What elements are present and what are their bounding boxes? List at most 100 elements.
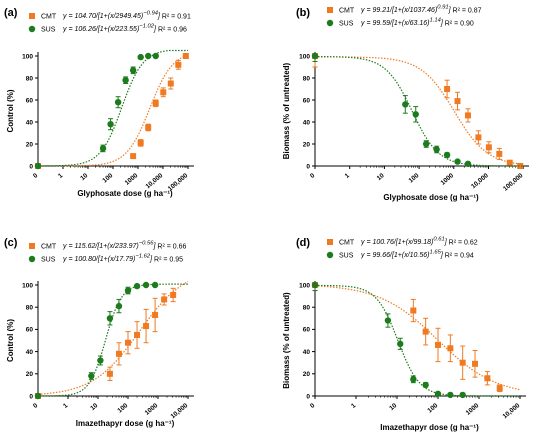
- data-point: [397, 340, 404, 348]
- legend-equation-text: y = 99.21/[1+(x/1037.46)0.91] R² = 0.87: [361, 5, 482, 15]
- panel-letter: (c): [4, 237, 18, 249]
- fit-curve: [315, 284, 520, 397]
- y-tick-label: 0: [29, 393, 33, 400]
- legend-name: SUS: [339, 253, 354, 260]
- data-point: [106, 315, 114, 322]
- data-point: [152, 311, 159, 318]
- data-point: [422, 381, 429, 389]
- data-point: [170, 291, 177, 298]
- x-tick-label: 10: [79, 172, 89, 182]
- panel-letter: (a): [4, 7, 18, 19]
- legend-name: CMT: [41, 244, 57, 251]
- series-cmt: CMT y = 100.76/[1+(x/99.18)0.61] R² = 0.6…: [312, 237, 521, 393]
- data-point: [447, 391, 454, 399]
- data-point: [137, 53, 144, 61]
- y-tick-label: 80: [303, 75, 311, 82]
- x-axis-title: Glyphosate dose (g ha⁻¹): [383, 193, 479, 202]
- data-point: [402, 101, 409, 108]
- y-tick-label: 100: [299, 282, 310, 289]
- legend-marker: [29, 243, 35, 249]
- data-point: [506, 159, 513, 166]
- data-point: [384, 317, 392, 324]
- series-sus: SUS y = 100.80/[1+(x/17.79)−1.62] R² = 0.…: [28, 254, 188, 400]
- y-tick-label: 20: [303, 371, 311, 378]
- data-point: [410, 307, 417, 314]
- panel-letter: (d): [296, 237, 310, 249]
- data-point: [160, 89, 167, 96]
- legend-name: CMT: [41, 14, 57, 21]
- data-point: [472, 360, 479, 367]
- fit-curve: [314, 55, 524, 167]
- legend-name: SUS: [339, 21, 354, 28]
- x-tick-label: 1000: [440, 172, 456, 187]
- legend-equation: y = 99.21/[1+(x/1037.46)0.91] R² = 0.87: [361, 5, 482, 15]
- data-point: [311, 281, 319, 289]
- x-tick-label: 0: [309, 402, 317, 410]
- y-tick-label: 0: [306, 163, 310, 170]
- data-point: [422, 328, 429, 335]
- x-tick-label: 100: [408, 172, 421, 185]
- data-point: [485, 144, 492, 151]
- data-point: [434, 390, 442, 397]
- data-point: [496, 385, 503, 392]
- legend-name: CMT: [339, 240, 355, 247]
- y-tick-label: 40: [26, 349, 34, 356]
- y-tick-label: 40: [303, 349, 311, 356]
- fit-curve: [38, 54, 189, 167]
- legend-marker: [326, 19, 334, 27]
- legend-marker: [28, 255, 36, 263]
- x-tick-label: 1000: [124, 172, 140, 187]
- data-point: [143, 323, 150, 330]
- data-point: [137, 139, 144, 146]
- legend-equation-text: y = 106.26/[1+(x/223.55)−1.02] R² = 0.96: [63, 24, 187, 34]
- legend-equation-text: y = 100.80/[1+(x/17.79)−1.62] R² = 0.95: [63, 254, 184, 264]
- data-point: [145, 52, 152, 60]
- x-axis-title: Imazethapyr dose (g ha⁻¹): [76, 419, 175, 428]
- y-tick-label: 80: [26, 75, 34, 82]
- data-point: [444, 86, 451, 92]
- y-tick-label: 0: [306, 393, 310, 400]
- data-point: [484, 375, 491, 382]
- data-point: [496, 150, 503, 157]
- fit-curve: [37, 49, 188, 167]
- data-point: [107, 121, 114, 128]
- x-tick-label: 10,000: [145, 172, 165, 190]
- legend-marker: [326, 251, 334, 259]
- legend-equation-text: y = 99.59/[1+(x/63.16)1.14] R² = 0.90: [361, 18, 474, 28]
- legend-equation-text: y = 100.76/[1+(x/99.18)0.61] R² = 0.62: [361, 237, 478, 247]
- data-point: [412, 111, 419, 118]
- x-tick-label: 1000: [465, 402, 481, 417]
- legend-marker: [327, 7, 333, 13]
- data-point: [142, 281, 150, 289]
- legend-equation: y = 100.80/[1+(x/17.79)−1.62] R² = 0.95: [63, 254, 184, 264]
- data-point: [443, 151, 451, 159]
- legend-equation: y = 99.66/[1+(x/10.56)1.65] R² = 0.94: [361, 250, 474, 260]
- data-point: [151, 281, 159, 289]
- legend-equation-text: y = 99.66/[1+(x/10.56)1.65] R² = 0.94: [361, 250, 474, 260]
- y-tick-label: 20: [303, 141, 311, 148]
- fit-curve: [314, 285, 521, 391]
- x-tick-label: 10: [89, 402, 99, 412]
- legend-marker: [28, 25, 36, 33]
- series-cmt: CMT y = 115.62/[1+(x/233.97)−0.56] R² = 0…: [29, 241, 189, 399]
- fit-curve: [314, 56, 524, 165]
- x-tick-label: 10: [388, 402, 398, 412]
- data-point: [134, 331, 141, 338]
- y-tick-label: 40: [26, 119, 34, 126]
- y-axis-title: Control (%): [6, 319, 15, 362]
- data-point: [125, 339, 131, 346]
- data-point: [517, 163, 524, 169]
- y-tick-label: 60: [26, 97, 34, 104]
- x-tick-label: 1: [57, 172, 65, 180]
- data-point: [129, 67, 137, 74]
- x-tick-label: 0: [32, 172, 40, 180]
- legend-equation: y = 99.59/[1+(x/63.16)1.14] R² = 0.90: [361, 18, 474, 28]
- x-tick-label: 10,000: [170, 402, 190, 420]
- legend-equation-text: y = 115.62/[1+(x/233.97)−0.56] R² = 0.66: [63, 241, 187, 251]
- legend-equation-text: y = 104.70/[1+(x/2949.45)−0.94] R² = 0.9…: [63, 11, 191, 21]
- data-point: [410, 376, 417, 383]
- x-tick-label: 1: [350, 402, 358, 410]
- data-point: [152, 52, 159, 60]
- data-point: [115, 302, 123, 310]
- data-point: [175, 61, 182, 68]
